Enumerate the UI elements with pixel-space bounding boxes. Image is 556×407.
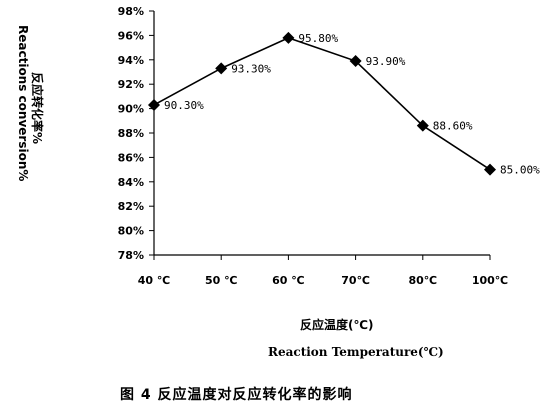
x-axis-label-cn: 反应温度(℃)	[300, 318, 374, 332]
x-tick-label: 60 ℃	[272, 274, 304, 287]
y-tick-label: 96%	[118, 29, 144, 42]
y-tick-label: 92%	[118, 78, 144, 91]
data-label: 93.90%	[366, 55, 406, 68]
y-tick-label: 88%	[118, 127, 144, 140]
y-axis-label-cn: 反应转化率%	[30, 72, 44, 145]
data-point-marker	[148, 98, 160, 111]
data-label: 95.80%	[298, 32, 338, 45]
x-tick-label: 80℃	[408, 274, 437, 287]
data-point-marker	[416, 119, 429, 132]
y-tick-label: 84%	[118, 176, 144, 189]
x-tick-label: 100℃	[472, 274, 508, 287]
data-label: 85.00%	[500, 164, 540, 177]
data-point-marker	[349, 55, 362, 68]
y-axis-label-en: Reactions conversion%	[16, 25, 30, 182]
x-ticks: 40 ℃ 50 ℃ 60 ℃ 70℃ 80℃ 100℃	[138, 255, 508, 287]
x-tick-label: 70℃	[341, 274, 370, 287]
data-point-marker	[282, 31, 295, 44]
data-label: 93.30%	[231, 62, 271, 75]
x-tick-label: 40 ℃	[138, 274, 170, 287]
series-line	[153, 36, 491, 171]
y-tick-label: 82%	[118, 200, 144, 213]
y-tick-label: 80%	[118, 225, 144, 238]
y-tick-label: 78%	[118, 249, 144, 262]
y-tick-label: 90%	[118, 103, 144, 116]
x-tick-label: 50 ℃	[205, 274, 237, 287]
data-label: 90.30%	[164, 99, 204, 112]
figure-caption: 图 4 反应温度对反应转化率的影响	[120, 387, 353, 403]
y-ticks: 78% 80% 82% 84% 86% 88% 90% 92% 94% 96% 98%	[118, 5, 154, 262]
data-point-marker	[484, 163, 496, 176]
y-tick-label: 98%	[118, 5, 144, 18]
data-point-marker	[215, 62, 228, 75]
x-axis-label-en: Reaction Temperature(℃)	[268, 345, 444, 359]
series-markers	[148, 31, 496, 176]
y-tick-label: 86%	[118, 151, 144, 164]
data-label: 88.60%	[433, 120, 473, 133]
data-labels: 90.30% 93.30% 95.80% 93.90% 88.60% 85.00%	[164, 32, 540, 177]
y-tick-label: 94%	[118, 54, 144, 67]
